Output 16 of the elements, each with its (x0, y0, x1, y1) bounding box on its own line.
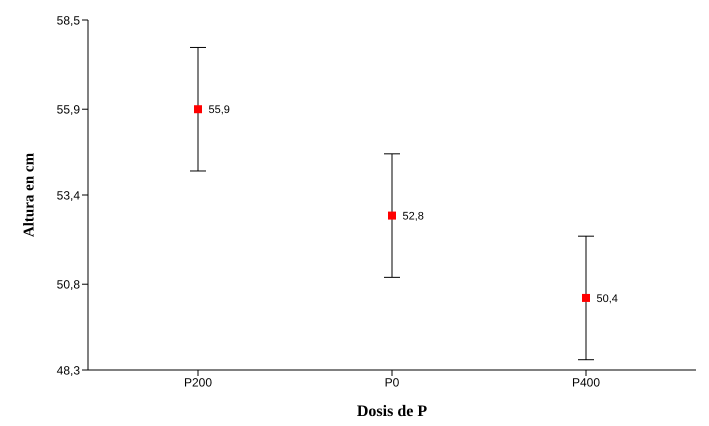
x-tick-label: P400 (572, 376, 600, 390)
y-tick-label: 55,9 (56, 102, 80, 116)
y-tick-label: 58,5 (56, 13, 80, 28)
data-label: 50,4 (596, 292, 618, 305)
x-tick-label: P200 (184, 376, 212, 390)
y-tick-label: 53,4 (56, 188, 80, 202)
y-tick-label: 50,8 (56, 277, 80, 292)
x-axis-title: Dosis de P (356, 403, 428, 420)
data-label: 55,9 (208, 104, 230, 116)
point (582, 294, 590, 302)
y-axis-title: Altura en cm (21, 152, 38, 238)
x-tick-label: P0 (384, 376, 400, 390)
point (194, 105, 202, 114)
y-tick-label: 48,3 (56, 363, 80, 378)
data-label: 52,8 (402, 210, 424, 222)
point (388, 212, 396, 220)
